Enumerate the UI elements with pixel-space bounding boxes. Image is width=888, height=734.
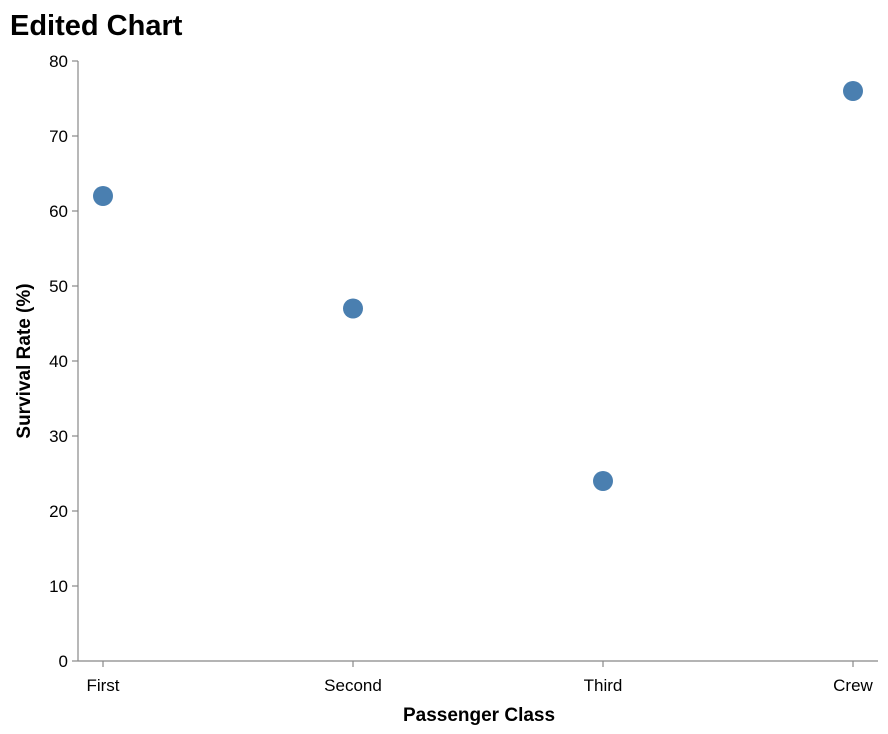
x-tick-label-first: First [86,676,119,695]
y-tick-label: 50 [49,277,68,296]
data-point-crew [843,81,863,101]
y-tick-label: 20 [49,502,68,521]
y-tick-label: 80 [49,52,68,71]
y-axis-title: Survival Rate (%) [14,283,35,438]
x-tick-label-second: Second [324,676,382,695]
y-axis: 0 10 20 30 40 50 60 70 80 [49,52,79,671]
data-point-third [593,471,613,491]
data-point-second [343,298,363,319]
x-tick-label-crew: Crew [833,676,873,695]
x-axis: First Second Third Crew [78,660,878,695]
chart-title: Edited Chart [10,10,183,42]
y-tick-label: 0 [59,652,68,671]
y-tick-label: 30 [49,427,68,446]
x-tick-label-third: Third [584,676,623,695]
y-tick-label: 60 [49,202,68,221]
y-tick-label: 70 [49,127,68,146]
y-tick-label: 10 [49,577,68,596]
data-point-first [93,186,113,206]
y-tick-label: 40 [49,352,68,371]
x-axis-title: Passenger Class [403,705,555,726]
data-points [93,81,863,491]
